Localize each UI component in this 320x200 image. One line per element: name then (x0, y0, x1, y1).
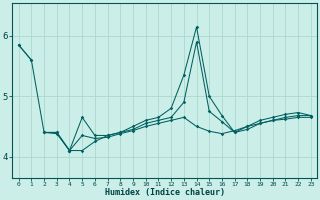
X-axis label: Humidex (Indice chaleur): Humidex (Indice chaleur) (105, 188, 225, 197)
